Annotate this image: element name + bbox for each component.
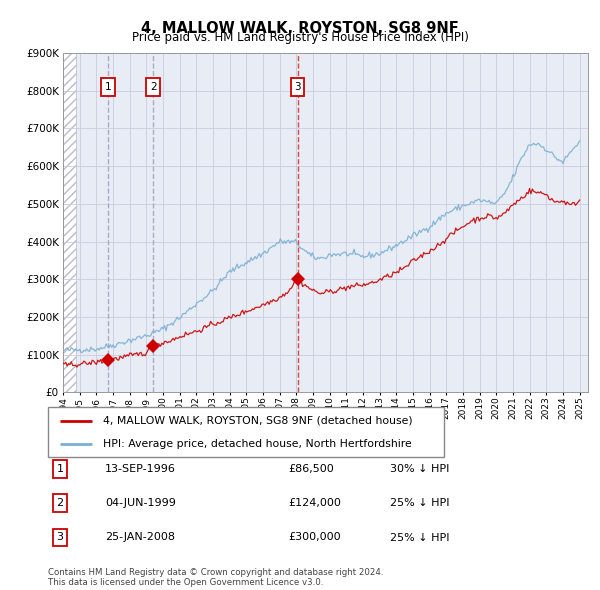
Text: 04-JUN-1999: 04-JUN-1999 — [105, 499, 176, 508]
Text: 1: 1 — [56, 464, 64, 474]
Text: Contains HM Land Registry data © Crown copyright and database right 2024.
This d: Contains HM Land Registry data © Crown c… — [48, 568, 383, 587]
Text: 2: 2 — [150, 82, 157, 92]
Bar — [63, 53, 76, 392]
Text: 3: 3 — [294, 82, 301, 92]
Text: 30% ↓ HPI: 30% ↓ HPI — [390, 464, 449, 474]
Text: 4, MALLOW WALK, ROYSTON, SG8 9NF: 4, MALLOW WALK, ROYSTON, SG8 9NF — [141, 21, 459, 35]
Text: HPI: Average price, detached house, North Hertfordshire: HPI: Average price, detached house, Nort… — [103, 439, 412, 449]
Text: 25-JAN-2008: 25-JAN-2008 — [105, 533, 175, 542]
Text: £300,000: £300,000 — [288, 533, 341, 542]
Text: £86,500: £86,500 — [288, 464, 334, 474]
Text: 2: 2 — [56, 499, 64, 508]
Text: 25% ↓ HPI: 25% ↓ HPI — [390, 499, 449, 508]
Text: 4, MALLOW WALK, ROYSTON, SG8 9NF (detached house): 4, MALLOW WALK, ROYSTON, SG8 9NF (detach… — [103, 415, 413, 425]
Text: 3: 3 — [56, 533, 64, 542]
Text: 13-SEP-1996: 13-SEP-1996 — [105, 464, 176, 474]
Text: Price paid vs. HM Land Registry's House Price Index (HPI): Price paid vs. HM Land Registry's House … — [131, 31, 469, 44]
Text: 1: 1 — [105, 82, 112, 92]
Text: 25% ↓ HPI: 25% ↓ HPI — [390, 533, 449, 542]
FancyBboxPatch shape — [48, 407, 444, 457]
Bar — [63, 53, 76, 392]
Text: £124,000: £124,000 — [288, 499, 341, 508]
